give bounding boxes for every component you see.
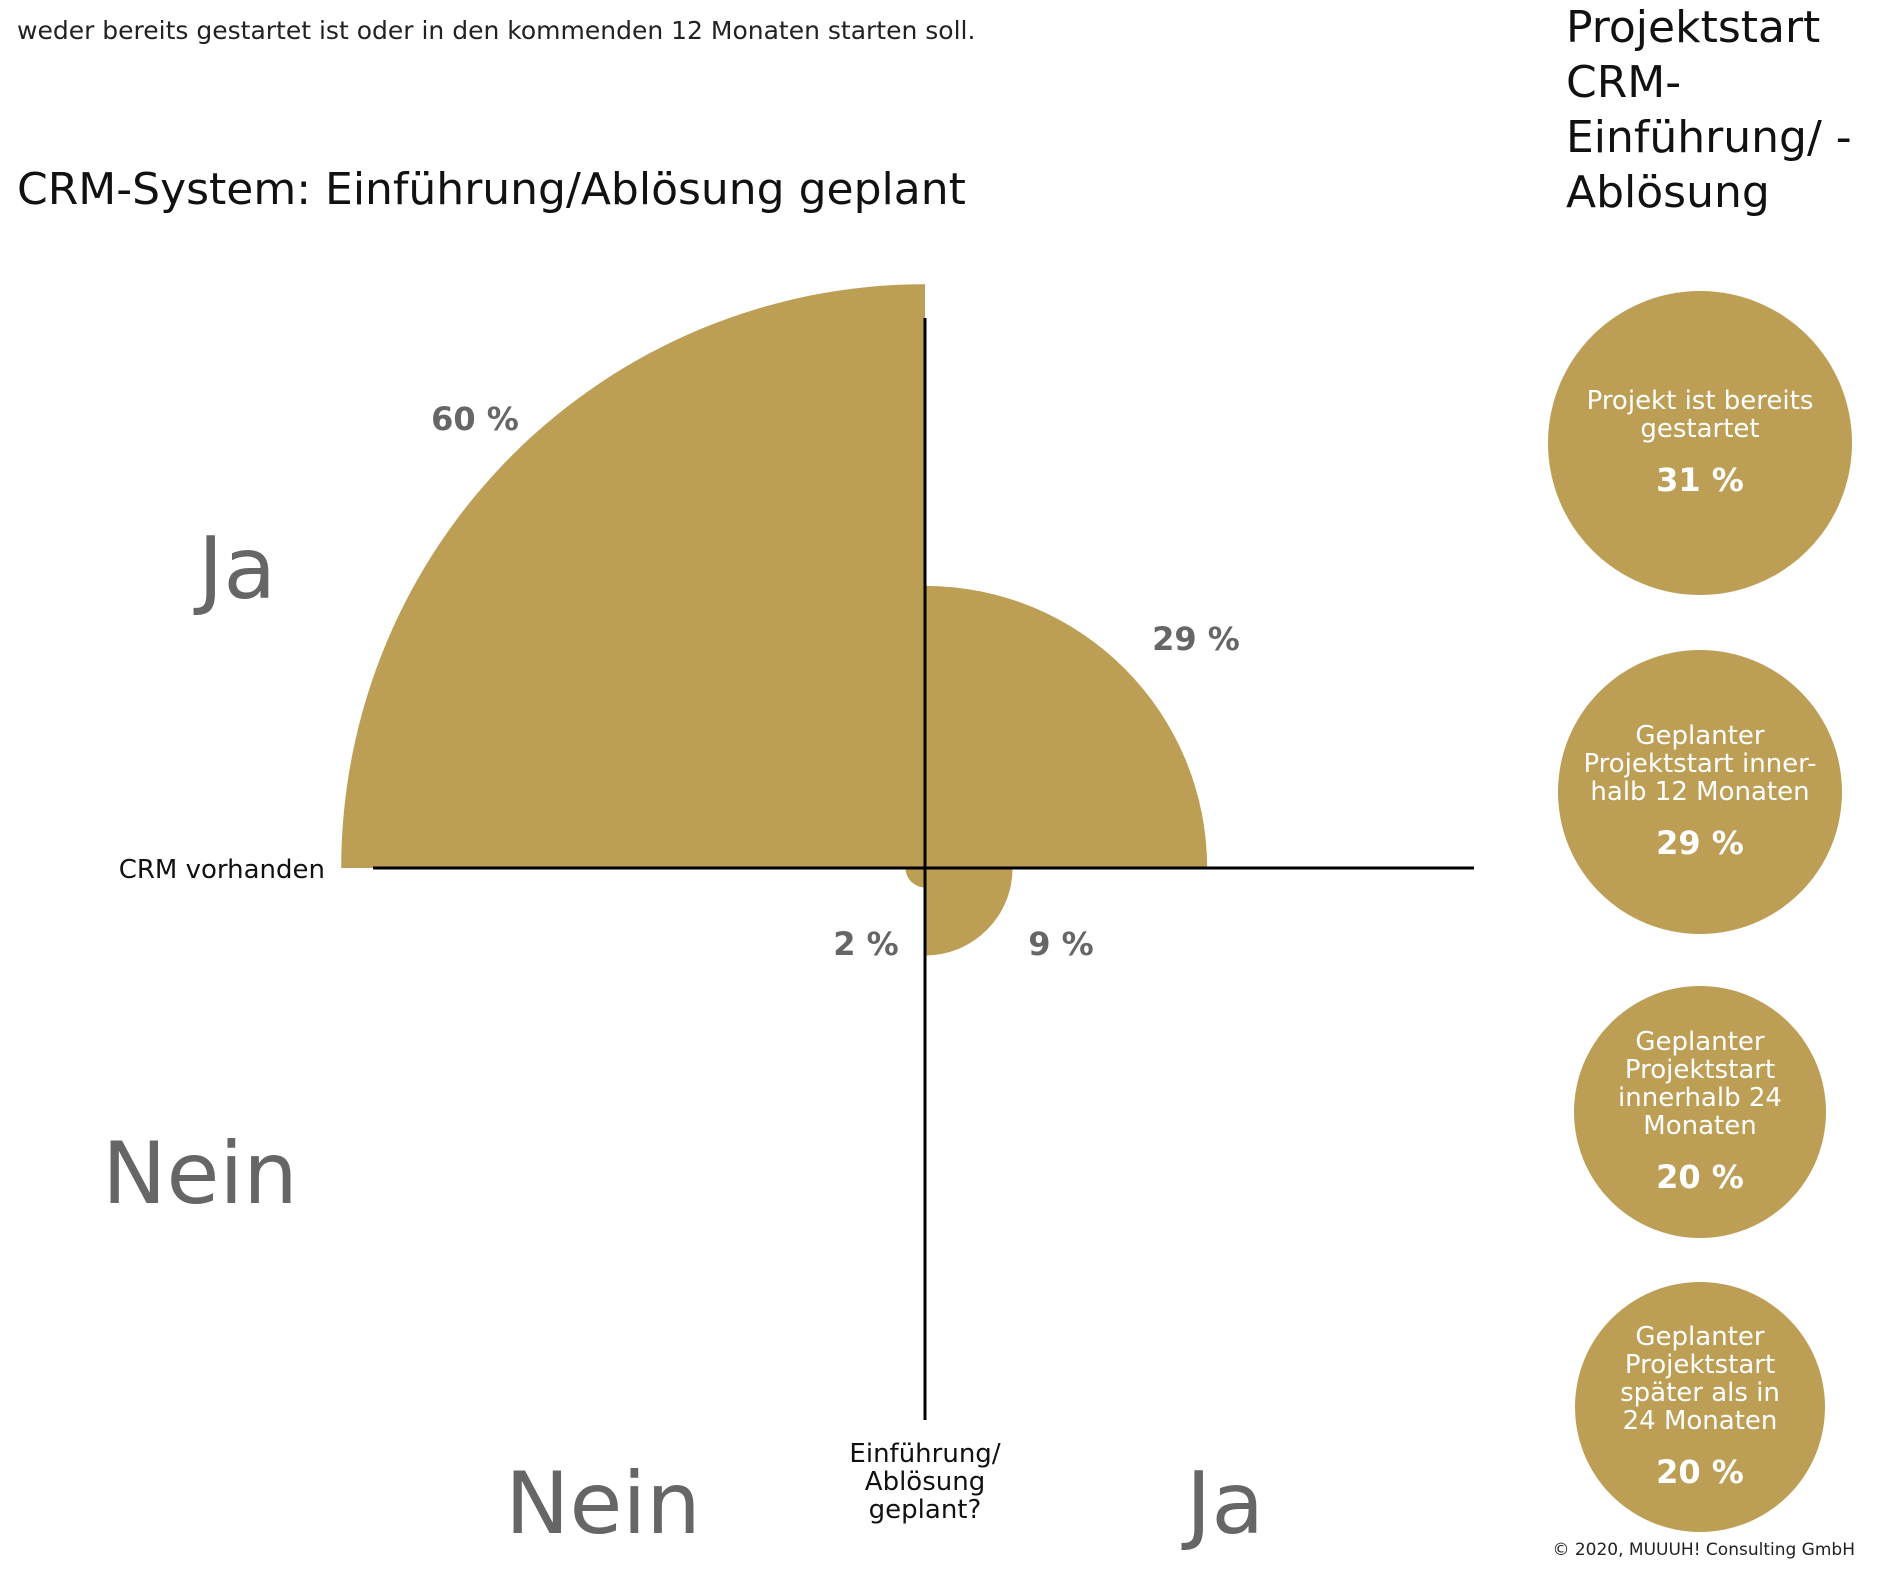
quadrant-wedge: [925, 585, 1208, 868]
quadrant-wedge: [925, 868, 1013, 956]
side-title: Projektstart CRM-Einführung/ -Ablösung: [1566, 2, 1852, 218]
data-label: 2 %: [833, 925, 898, 963]
data-label: 60 %: [431, 400, 519, 438]
chart-title: CRM-System: Einführung/Ablösung geplant: [17, 164, 966, 215]
breakdown-label: Projekt ist bereits gestartet: [1586, 386, 1814, 444]
breakdown-value: 20 %: [1656, 1453, 1744, 1491]
data-label: 29 %: [1152, 620, 1240, 658]
breakdown-circle-24-months: Geplanter Projektstart innerhalb 24 Mona…: [1574, 986, 1826, 1238]
breakdown-value: 29 %: [1656, 824, 1744, 862]
breakdown-circle-started: Projekt ist bereits gestartet 31 %: [1548, 291, 1852, 595]
breakdown-label: Geplanter Projektstart innerhalb 24 Mona…: [1618, 1027, 1782, 1141]
x-axis-label: Ablösung: [865, 1467, 985, 1497]
breakdown-label: Geplanter Projektstart inner-halb 12 Mon…: [1583, 721, 1817, 807]
data-label: 9 %: [1028, 925, 1093, 963]
x-axis-label: Einführung/: [849, 1439, 1000, 1469]
y-category-ja: Ja: [193, 519, 276, 619]
copyright: © 2020, MUUUH! Consulting GmbH: [1552, 1540, 1855, 1560]
y-axis-label: CRM vorhanden: [119, 855, 325, 885]
x-category-ja: Ja: [1181, 1454, 1264, 1554]
breakdown-value: 31 %: [1656, 461, 1744, 499]
breakdown-circle-later: Geplanter Projektstart später als in 24 …: [1575, 1282, 1825, 1532]
quadrant-wedge: [341, 284, 925, 868]
quadrant-wedge: [905, 868, 925, 888]
intro-text: weder bereits gestartet ist oder in den …: [17, 16, 976, 45]
breakdown-value: 20 %: [1656, 1158, 1744, 1196]
x-axis-label: geplant?: [869, 1495, 982, 1525]
y-category-nein: Nein: [102, 1124, 298, 1224]
breakdown-label: Geplanter Projektstart später als in 24 …: [1620, 1322, 1780, 1436]
breakdown-circle-12-months: Geplanter Projektstart inner-halb 12 Mon…: [1558, 650, 1842, 934]
x-category-nein: Nein: [505, 1454, 701, 1554]
